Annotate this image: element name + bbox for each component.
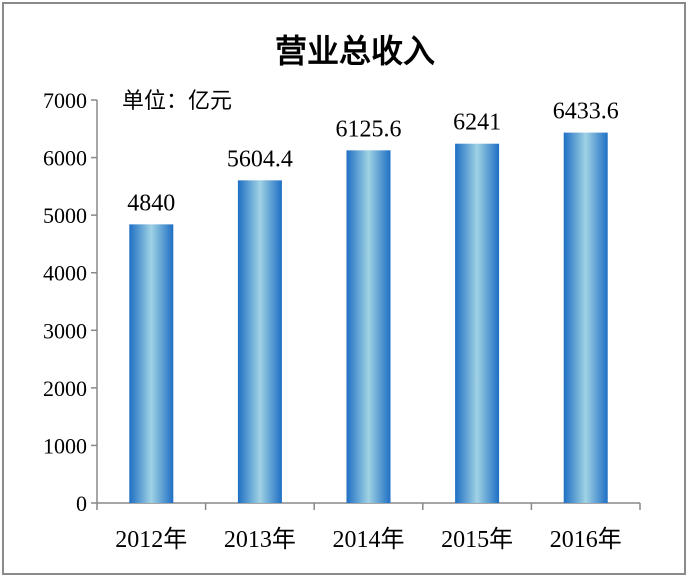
y-tick-label: 3000 (43, 318, 87, 343)
chart-title: 营业总收入 (275, 33, 435, 69)
data-label: 6125.6 (336, 116, 402, 142)
chart-frame (2, 2, 686, 575)
bar-2014年 (346, 150, 391, 503)
data-label: 6241 (453, 110, 501, 136)
bar-2016年 (563, 132, 608, 503)
x-tick-label: 2014年 (333, 526, 405, 553)
y-tick-label: 2000 (43, 376, 87, 401)
y-tick-label: 5000 (43, 203, 87, 228)
bar-2015年 (455, 143, 500, 503)
bar-2013年 (237, 180, 282, 503)
data-label: 4840 (127, 190, 175, 216)
x-tick-label: 2015年 (441, 526, 513, 553)
y-tick-label: 0 (76, 491, 87, 516)
x-tick-label: 2012年 (115, 526, 187, 553)
y-tick-label: 4000 (43, 261, 87, 286)
bar-2012年 (129, 224, 174, 503)
x-tick-label: 2013年 (224, 526, 296, 553)
y-tick-label: 7000 (43, 88, 87, 113)
x-tick-label: 2016年 (550, 526, 622, 553)
y-tick-label: 6000 (43, 146, 87, 171)
data-label: 6433.6 (553, 99, 619, 125)
data-label: 5604.4 (227, 146, 293, 172)
y-tick-label: 1000 (43, 433, 87, 458)
unit-note: 单位：亿元 (122, 88, 232, 113)
